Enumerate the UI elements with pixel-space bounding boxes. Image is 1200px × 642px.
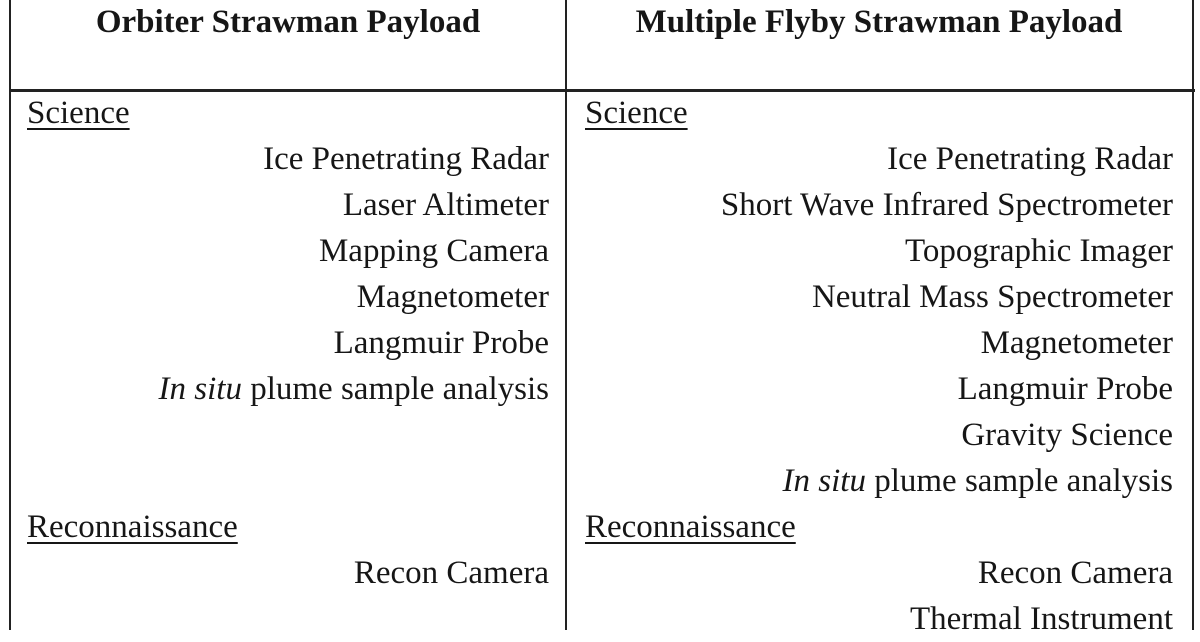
payload-item: Mapping Camera [27,228,549,274]
payload-item: Langmuir Probe [585,366,1173,412]
payload-item: Short Wave Infrared Spectrometer [585,182,1173,228]
payload-item: Langmuir Probe [27,320,549,366]
payload-item-text: plume sample analysis [241,371,549,407]
column-body: Science Ice Penetrating Radar Short Wave I… [585,90,1173,642]
flyby-column: Multiple Flyby Strawman Payload Science I… [585,0,1173,642]
payload-item-text: Langmuir Probe [333,325,549,361]
payload-item: Recon Camera [27,550,549,596]
section-title: Reconnaissance [585,509,796,545]
payload-item-text: Langmuir Probe [957,371,1173,407]
blank-row [27,458,549,504]
payload-item: Ice Penetrating Radar [585,136,1173,182]
payload-item: Recon Camera [585,550,1173,596]
payload-item-text: Magnetometer [356,279,549,315]
payload-item: Neutral Mass Spectrometer [585,274,1173,320]
column-body: Science Ice Penetrating Radar Laser Altime… [27,90,549,596]
payload-item: Ice Penetrating Radar [27,136,549,182]
payload-item: In situ plume sample analysis [585,458,1173,504]
column-header: Multiple Flyby Strawman Payload [635,4,1123,40]
payload-item-text: Thermal Instrument [909,601,1173,637]
payload-item: Laser Altimeter [27,182,549,228]
column-header: Orbiter Strawman Payload [95,4,481,40]
payload-item: Topographic Imager [585,228,1173,274]
section-title: Science [27,95,130,131]
payload-item-text: Recon Camera [977,555,1173,591]
payload-item-text: Ice Penetrating Radar [263,141,549,177]
section-title: Science [585,95,688,131]
orbiter-column: Orbiter Strawman Payload Science Ice Pene… [27,0,549,596]
table-column-divider [565,0,567,630]
payload-item-text: Ice Penetrating Radar [887,141,1173,177]
table-border-right [1192,0,1194,630]
table-border-left [9,0,11,630]
payload-item-text: plume sample analysis [865,463,1173,499]
payload-item: Thermal Instrument [585,596,1173,642]
payload-item: Gravity Science [585,412,1173,458]
section-title: Reconnaissance [27,509,238,545]
italic-prefix: In situ [158,371,242,407]
payload-item: In situ plume sample analysis [27,366,549,412]
payload-item: Magnetometer [585,320,1173,366]
italic-prefix: In situ [782,463,866,499]
payload-item-text: Recon Camera [353,555,549,591]
payload-item: Magnetometer [27,274,549,320]
payload-item-text: Mapping Camera [318,233,549,269]
header-divider [9,89,1195,92]
payload-item-text: Gravity Science [961,417,1173,453]
payload-item-text: Magnetometer [980,325,1173,361]
blank-row [27,412,549,458]
payload-item-text: Short Wave Infrared Spectrometer [720,187,1173,223]
payload-item-text: Laser Altimeter [342,187,549,223]
payload-item-text: Topographic Imager [905,233,1173,269]
payload-item-text: Neutral Mass Spectrometer [811,279,1173,315]
